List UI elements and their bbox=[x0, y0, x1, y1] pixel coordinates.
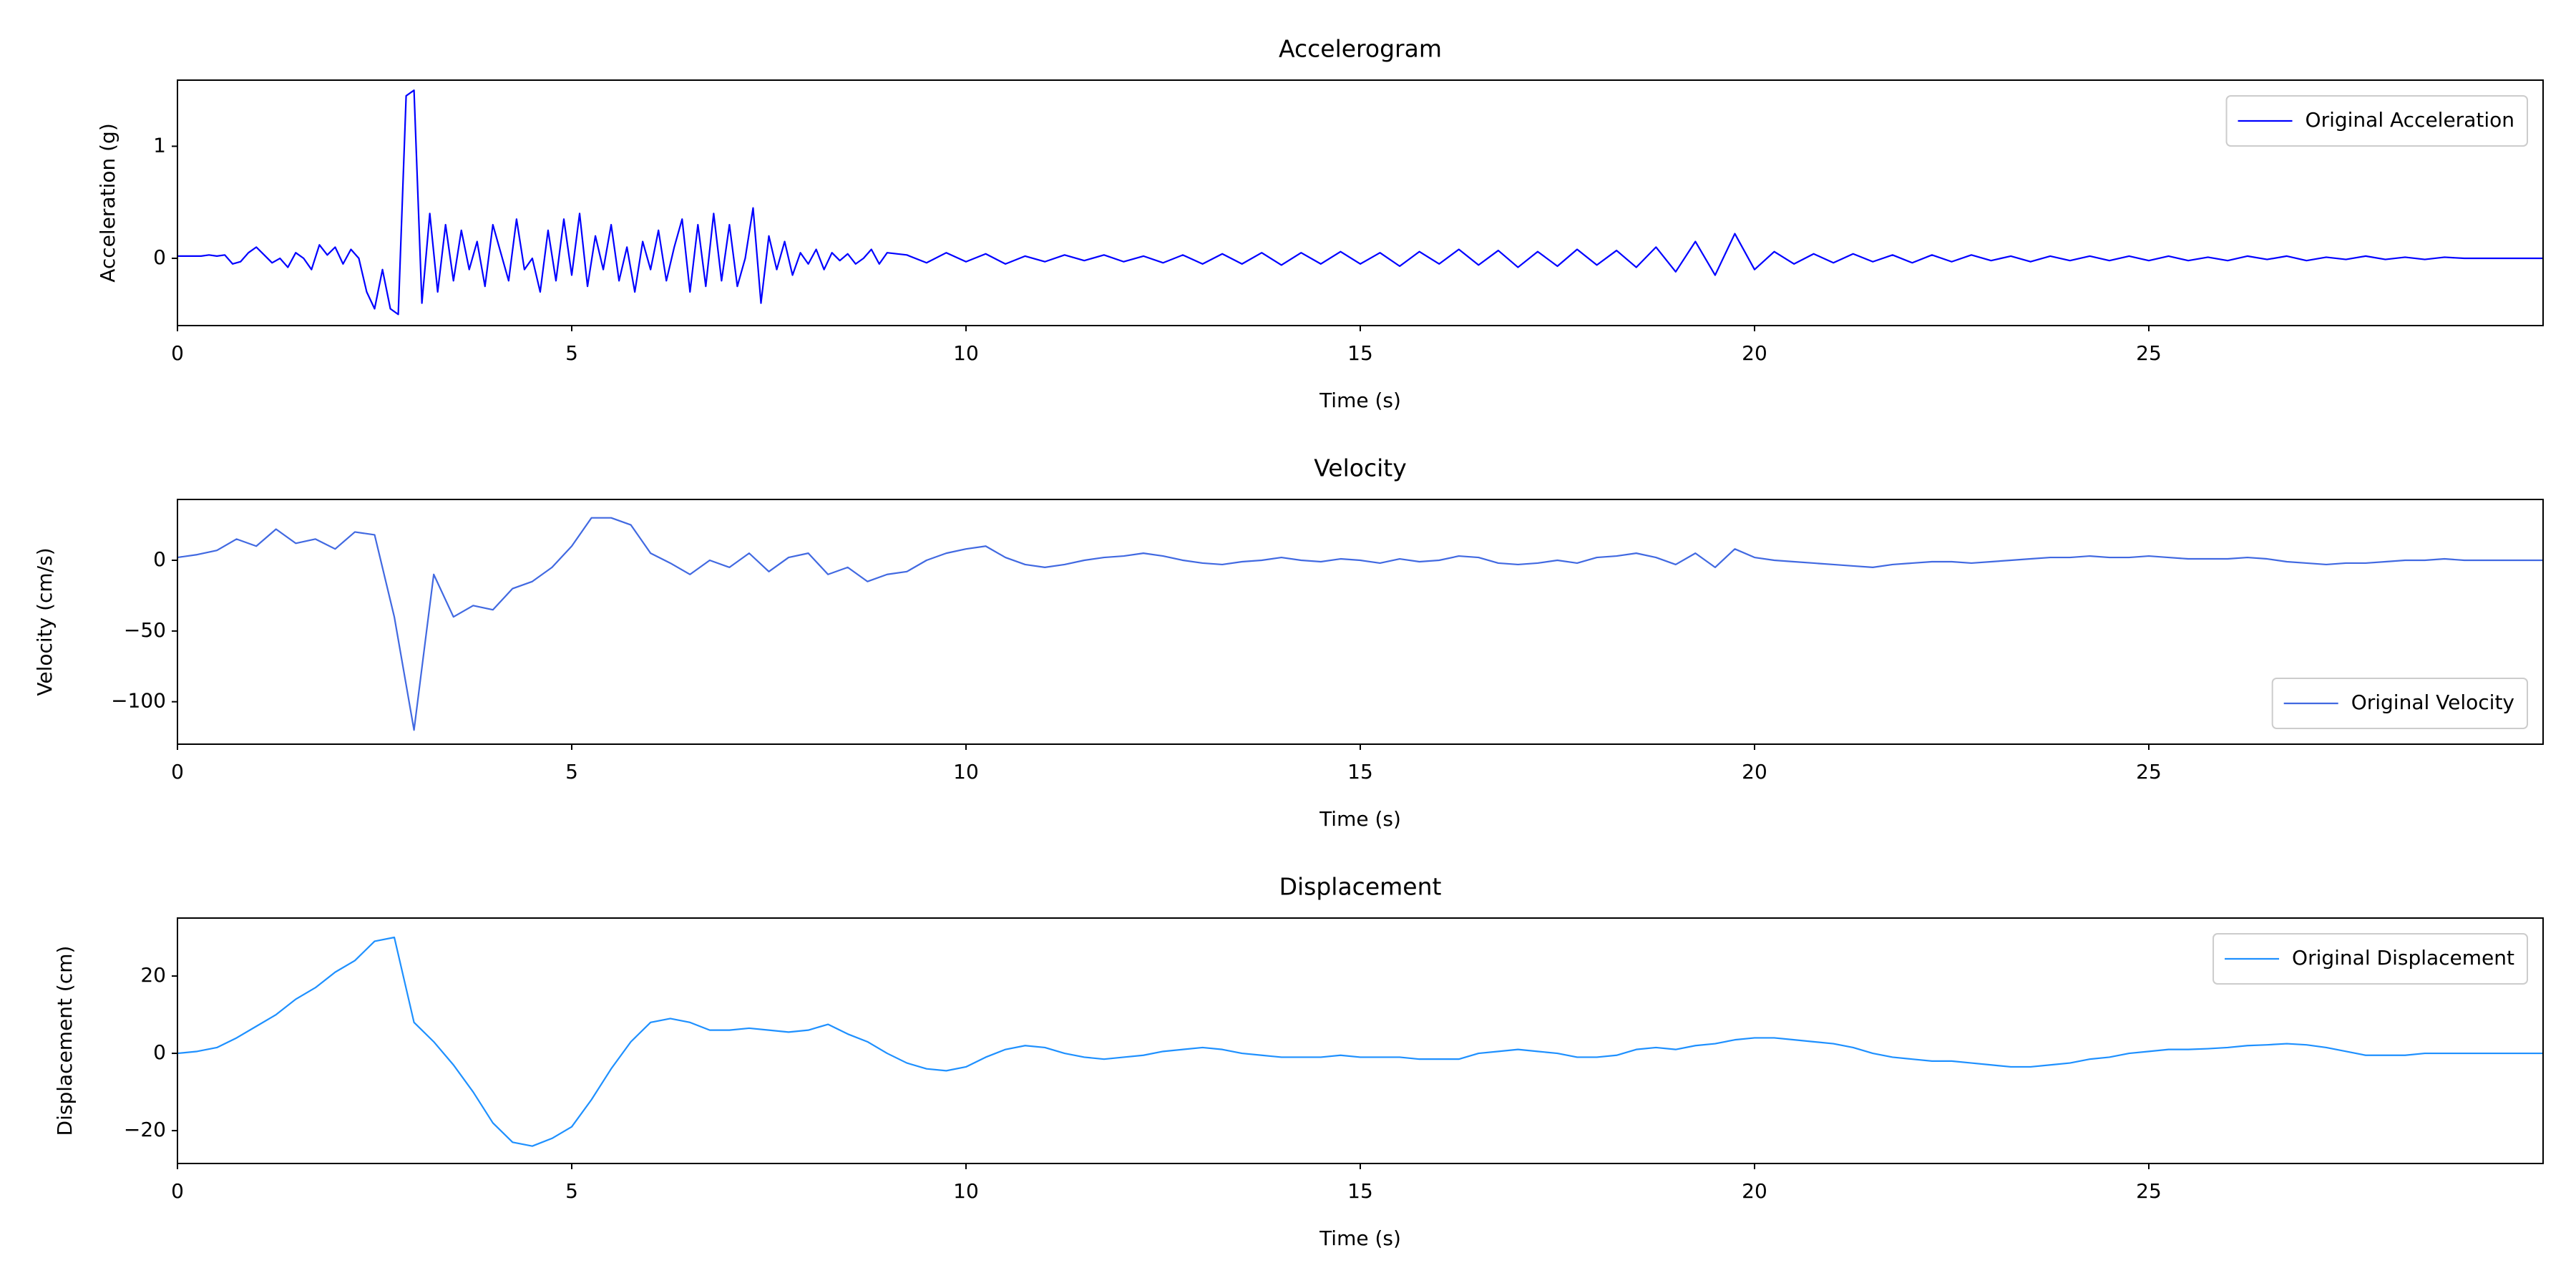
subplot: Velocity Time (s) Velocity (cm/s) 0 5 10 15 20 2… bbox=[33, 454, 2544, 831]
x-axis-label: Time (s) bbox=[1319, 807, 1401, 831]
legend-label: Original Velocity bbox=[2351, 691, 2514, 714]
x-tick-label: 10 bbox=[953, 1179, 979, 1203]
x-tick-label: 25 bbox=[2136, 341, 2162, 365]
legend-box bbox=[2271, 678, 2528, 729]
x-tick-label: 0 bbox=[171, 341, 184, 365]
x-tick-label: 0 bbox=[171, 760, 184, 784]
chart-title: Accelerogram bbox=[1279, 35, 1442, 63]
data-line bbox=[177, 517, 2543, 731]
x-tick-label: 20 bbox=[1742, 1179, 1767, 1203]
legend: Original Velocity bbox=[2271, 678, 2528, 729]
y-axis-label: Displacement (cm) bbox=[53, 946, 77, 1136]
legend: Original Displacement bbox=[2212, 933, 2528, 985]
x-tick-label: 15 bbox=[1347, 1179, 1373, 1203]
legend-label: Original Displacement bbox=[2292, 946, 2514, 970]
x-tick-label: 20 bbox=[1742, 341, 1767, 365]
x-tick-label: 15 bbox=[1347, 341, 1373, 365]
y-tick-label: 20 bbox=[140, 963, 166, 987]
x-tick-label: 10 bbox=[953, 341, 979, 365]
chart-title: Velocity bbox=[1314, 454, 1406, 482]
x-axis-label: Time (s) bbox=[1319, 389, 1401, 412]
data-line bbox=[177, 936, 2543, 1147]
legend-box bbox=[2212, 933, 2528, 985]
data-line bbox=[177, 89, 2543, 316]
legend-label: Original Acceleration bbox=[2306, 108, 2514, 132]
axes-frame bbox=[177, 917, 2544, 1164]
y-tick-label: 1 bbox=[153, 133, 166, 157]
y-axis-label: Velocity (cm/s) bbox=[33, 547, 57, 696]
x-tick-label: 5 bbox=[565, 1179, 578, 1203]
x-tick-label: 0 bbox=[171, 1179, 184, 1203]
subplot: Displacement Time (s) Displacement (cm) 0 5 1… bbox=[53, 873, 2544, 1250]
axes-frame bbox=[177, 499, 2544, 745]
y-tick-label: −50 bbox=[124, 618, 166, 642]
x-tick-label: 10 bbox=[953, 760, 979, 784]
y-tick-label: −20 bbox=[124, 1118, 166, 1141]
legend-box bbox=[2225, 95, 2528, 147]
x-tick-label: 5 bbox=[565, 760, 578, 784]
chart-title: Displacement bbox=[1279, 873, 1442, 901]
y-axis-label: Acceleration (g) bbox=[96, 123, 119, 283]
y-tick-label: −100 bbox=[111, 689, 166, 713]
x-tick-label: 25 bbox=[2136, 1179, 2162, 1203]
x-tick-label: 20 bbox=[1742, 760, 1767, 784]
x-tick-label: 25 bbox=[2136, 760, 2162, 784]
y-tick-label: 0 bbox=[153, 245, 166, 269]
y-tick-label: 0 bbox=[153, 547, 166, 571]
axes-frame bbox=[177, 79, 2544, 326]
legend: Original Acceleration bbox=[2225, 95, 2528, 147]
x-axis-label: Time (s) bbox=[1319, 1226, 1401, 1250]
x-tick-label: 5 bbox=[565, 341, 578, 365]
x-tick-label: 15 bbox=[1347, 760, 1373, 784]
y-tick-label: 0 bbox=[153, 1040, 166, 1064]
